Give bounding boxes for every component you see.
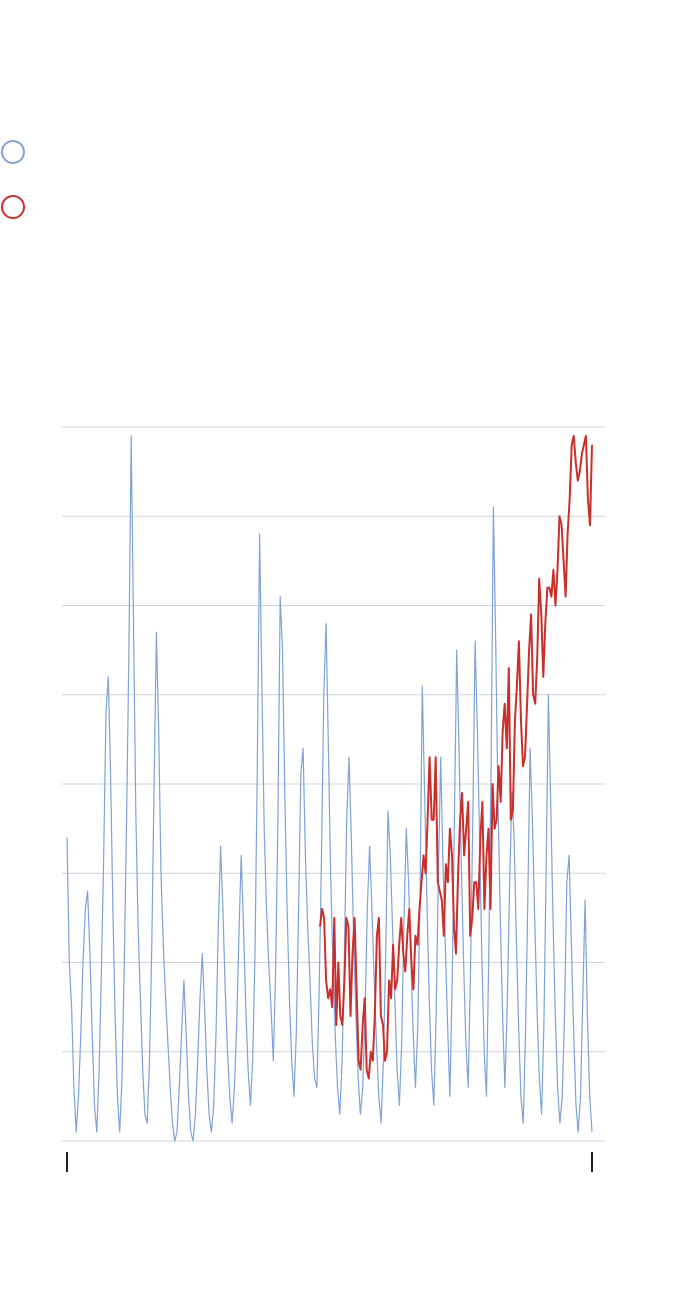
- legend-marker-red: [0, 192, 40, 222]
- legend-marker-blue: [0, 137, 40, 167]
- legend-circle-blue-icon: [1, 140, 25, 164]
- series-line-red: [319, 434, 593, 1080]
- legend-circle-blue: [1, 140, 25, 164]
- x-axis-ticks: [66, 1152, 593, 1172]
- gridlines: [62, 426, 605, 1142]
- legend-circle-red-icon: [1, 195, 25, 219]
- series-lines: [66, 434, 593, 1142]
- series-line-blue: [66, 435, 593, 1142]
- legend-circle-red: [1, 195, 25, 219]
